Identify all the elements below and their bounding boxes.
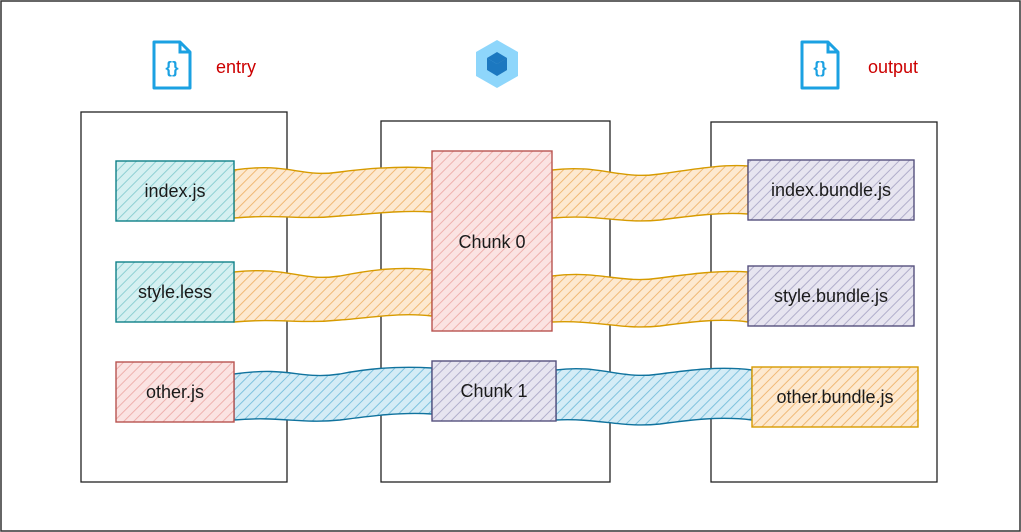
entry-file-style-label: style.less	[138, 282, 212, 302]
entry-label: entry	[216, 57, 256, 77]
connector-style-to-chunk0	[233, 267, 433, 323]
svg-text:{}: {}	[165, 58, 179, 77]
output-file-style-bundle: style.bundle.js	[747, 265, 915, 327]
chunk-1-label: Chunk 1	[460, 381, 527, 401]
entry-file-style: style.less	[115, 261, 235, 323]
output-file-style-bundle-label: style.bundle.js	[774, 286, 888, 306]
connector-chunk1-to-other-bundle	[555, 367, 753, 426]
entry-json-file-icon: {}	[152, 40, 192, 90]
output-file-index-bundle: index.bundle.js	[747, 159, 915, 221]
connector-chunk0-to-style-bundle	[551, 270, 749, 328]
entry-file-index-label: index.js	[144, 181, 205, 201]
webpack-logo-icon	[476, 40, 518, 88]
entry-file-index: index.js	[115, 160, 235, 222]
connector-other-to-chunk1	[233, 366, 433, 422]
chunk-0-label: Chunk 0	[458, 232, 525, 252]
connector-chunk0-to-index-bundle	[551, 164, 749, 222]
entry-file-other-label: other.js	[146, 382, 204, 402]
output-file-other-bundle-label: other.bundle.js	[776, 387, 893, 407]
connector-index-to-chunk0	[233, 166, 433, 219]
output-file-index-bundle-label: index.bundle.js	[771, 180, 891, 200]
svg-text:{}: {}	[813, 58, 827, 77]
output-json-file-icon: {}	[800, 40, 840, 90]
output-label: output	[868, 57, 918, 77]
output-file-other-bundle: other.bundle.js	[751, 366, 919, 428]
entry-file-other: other.js	[115, 361, 235, 423]
chunk-0: Chunk 0	[431, 150, 553, 332]
chunk-1: Chunk 1	[431, 360, 557, 422]
